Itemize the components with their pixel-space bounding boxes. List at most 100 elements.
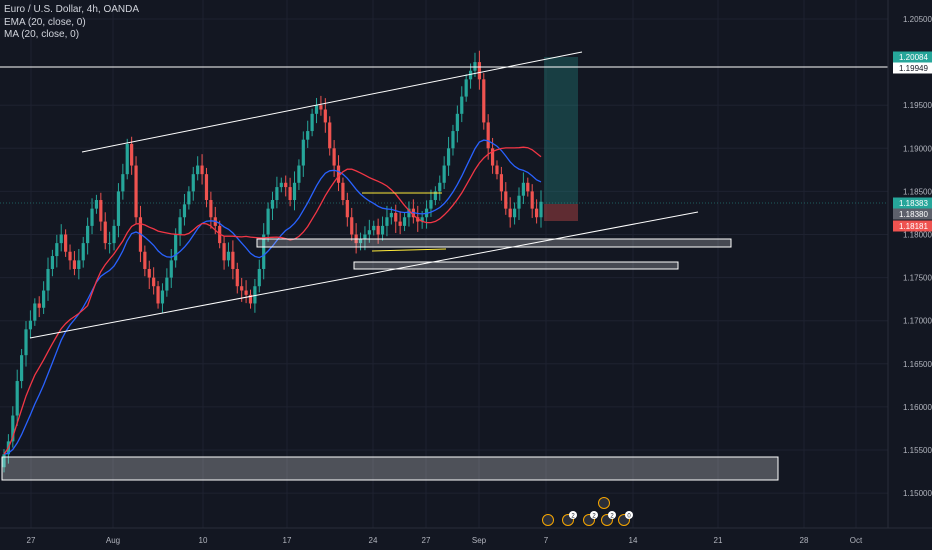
price-tick-label: 1.17000	[903, 317, 932, 326]
candle-down	[284, 182, 288, 188]
candle-up	[464, 79, 468, 97]
candle-up	[116, 191, 121, 226]
channel-lower-trendline[interactable]	[29, 211, 699, 339]
candle-down	[530, 191, 534, 209]
price-tick-label: 1.15000	[903, 489, 932, 498]
price-tick-label: 1.19000	[903, 144, 932, 153]
event-icon	[542, 514, 554, 526]
time-tick-label: Oct	[850, 536, 863, 545]
time-axis-ticks: 27 Aug 10 17 24 27 Sep 7 14 21 28 Oct	[27, 536, 863, 545]
event-badge-count: 2	[610, 514, 614, 520]
candle-up	[460, 96, 464, 114]
candle-up	[94, 200, 99, 209]
time-tick-label: Sep	[472, 536, 487, 545]
candle-down	[240, 286, 244, 291]
price-label-box	[893, 220, 932, 232]
candle-down	[508, 208, 512, 218]
price-axis-ticks: 1.20500 1.19500 1.19000 1.18500 1.18000 1.175…	[903, 15, 932, 498]
candle-up	[372, 225, 376, 231]
candle-down	[152, 277, 156, 287]
symbol-title[interactable]: Euro / U.S. Dollar, 4h, OANDA	[4, 4, 140, 15]
long-position-stop-zone[interactable]	[544, 204, 578, 221]
range-bottom-line[interactable]	[371, 248, 447, 252]
event-badge-count: 2	[571, 514, 575, 520]
ema-legend-label[interactable]: EMA (20, close, 0)	[4, 16, 86, 28]
candle-down	[103, 221, 107, 244]
price-tick-label: 1.16000	[903, 403, 932, 412]
time-tick-label: Aug	[106, 536, 120, 545]
candle-up	[50, 256, 55, 269]
candle-up	[196, 165, 200, 175]
candle-down	[134, 165, 138, 218]
candle-up	[433, 191, 437, 201]
support-zone-upper[interactable]	[256, 238, 732, 248]
candle-down	[323, 109, 327, 123]
price-axis-background[interactable]	[888, 0, 932, 528]
candle-up	[160, 290, 165, 304]
time-tick-label: 27	[422, 536, 431, 545]
candle-up	[59, 234, 63, 244]
time-tick-label: 17	[283, 536, 292, 545]
event-markers[interactable]: 2 2 2 0	[542, 497, 634, 526]
candle-up	[389, 212, 393, 218]
drawings	[0, 51, 888, 481]
channel-upper-trendline[interactable]	[81, 51, 583, 153]
price-tick-label: 1.19500	[903, 101, 932, 110]
candle-down	[72, 260, 77, 269]
event-badge-count: 0	[627, 514, 631, 520]
candle-down	[341, 182, 345, 201]
candle-up	[385, 217, 389, 226]
candle-down	[477, 62, 481, 80]
candle-down	[209, 200, 213, 218]
time-tick-label: 10	[199, 536, 208, 545]
candle-up	[90, 208, 94, 226]
candle-up	[108, 243, 112, 245]
candle-up	[314, 105, 319, 114]
time-axis-background[interactable]	[0, 528, 932, 550]
candle-up	[468, 70, 473, 80]
candle-up	[455, 113, 459, 132]
event-icon	[598, 497, 610, 509]
candle-up	[86, 225, 90, 244]
candle-up	[55, 243, 59, 257]
ma-legend-label[interactable]: MA (20, close, 0)	[4, 29, 80, 40]
long-position-target-zone[interactable]	[544, 57, 578, 204]
candle-up	[517, 195, 521, 209]
candle-up	[380, 225, 385, 235]
candle-down	[376, 225, 380, 235]
candle-up	[169, 260, 173, 278]
candle-up	[253, 286, 257, 304]
candle-down	[204, 174, 209, 201]
price-tick-label: 1.20500	[903, 15, 932, 24]
candle-up	[402, 217, 407, 226]
chart-legend: Euro / U.S. Dollar, 4h, OANDA EMA (20, c…	[4, 4, 139, 42]
candle-up	[270, 200, 275, 209]
candle-up	[275, 187, 279, 201]
support-zone-lower[interactable]	[353, 261, 679, 270]
ma-line[interactable]	[3, 146, 542, 455]
candle-down	[394, 212, 398, 222]
candle-down	[486, 122, 490, 149]
candle-down	[332, 148, 336, 166]
event-badge	[608, 511, 616, 519]
candle-down	[143, 251, 147, 269]
event-badge	[625, 511, 633, 519]
candle-down	[499, 174, 503, 192]
time-tick-label: 7	[544, 536, 549, 545]
candle-up	[367, 230, 371, 235]
event-badge-count: 2	[592, 514, 596, 520]
price-tick-label: 1.16500	[903, 360, 932, 369]
candle-up	[539, 201, 543, 218]
candle-up	[521, 182, 525, 196]
candle-down	[231, 251, 235, 269]
candle-down	[534, 208, 539, 218]
candle-down	[482, 79, 486, 123]
demand-zone[interactable]	[1, 456, 779, 481]
candle-up	[226, 251, 231, 261]
candles	[2, 50, 543, 473]
candle-down	[222, 243, 226, 261]
candle-up	[297, 165, 301, 183]
price-label-target: 1.20084	[899, 53, 928, 62]
candle-up	[306, 131, 310, 140]
